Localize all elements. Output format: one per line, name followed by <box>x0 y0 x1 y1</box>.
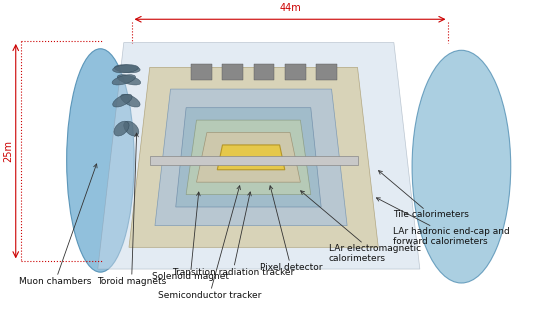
Text: Solenoid magnet: Solenoid magnet <box>152 192 229 281</box>
Polygon shape <box>197 133 300 182</box>
Ellipse shape <box>114 121 129 136</box>
Ellipse shape <box>112 75 135 85</box>
Text: Muon chambers: Muon chambers <box>19 164 97 286</box>
Ellipse shape <box>121 94 140 107</box>
Polygon shape <box>155 89 347 226</box>
Bar <box>253 64 274 80</box>
Ellipse shape <box>124 121 139 136</box>
Bar <box>316 64 337 80</box>
Text: Semiconductor tracker: Semiconductor tracker <box>158 186 261 300</box>
Bar <box>222 64 243 80</box>
Ellipse shape <box>67 49 134 272</box>
Polygon shape <box>129 67 378 247</box>
Text: 44m: 44m <box>279 3 301 13</box>
Bar <box>285 64 306 80</box>
Bar <box>150 156 358 165</box>
Ellipse shape <box>114 65 140 73</box>
Text: LAr hadronic end-cap and
forward calorimeters: LAr hadronic end-cap and forward calorim… <box>376 198 510 246</box>
Text: 25m: 25m <box>3 140 13 162</box>
Bar <box>191 64 212 80</box>
Ellipse shape <box>113 94 132 107</box>
Text: LAr electromagnetic
calorimeters: LAr electromagnetic calorimeters <box>301 191 421 263</box>
Text: Tile calorimeters: Tile calorimeters <box>379 171 469 219</box>
Ellipse shape <box>117 75 141 85</box>
Ellipse shape <box>412 50 511 283</box>
Polygon shape <box>98 42 420 269</box>
Text: Transition radiation tracker: Transition radiation tracker <box>172 192 294 277</box>
Polygon shape <box>217 145 285 170</box>
Polygon shape <box>176 108 321 207</box>
Text: Pixel detector: Pixel detector <box>260 186 322 272</box>
Ellipse shape <box>113 65 139 73</box>
Text: Toroid magnets: Toroid magnets <box>97 133 166 286</box>
Polygon shape <box>186 120 311 195</box>
